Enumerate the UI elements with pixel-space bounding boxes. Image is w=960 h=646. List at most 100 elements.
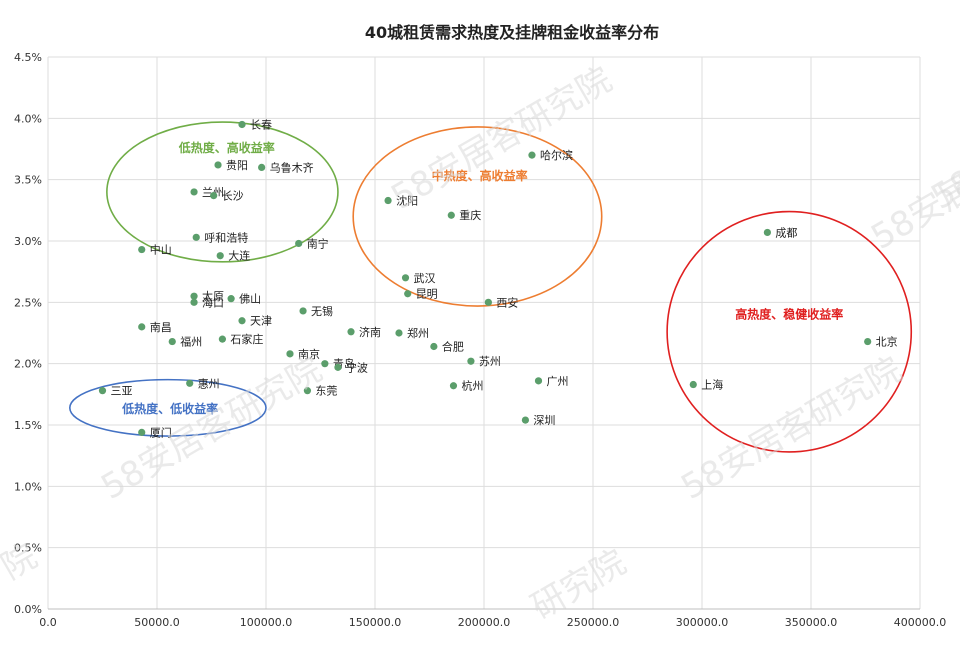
point-label: 福州 [180, 335, 202, 349]
zone-ellipse [106, 121, 339, 263]
zone-ellipse [68, 378, 267, 437]
watermark-text: 研究院 [525, 542, 633, 628]
data-point [299, 307, 307, 315]
zone-label: 高热度、稳健收益率 [735, 307, 843, 322]
point-label: 中山 [150, 244, 172, 257]
y-tick-label: 3.0% [14, 235, 42, 248]
point-label: 宁波 [346, 360, 368, 374]
data-point [395, 329, 403, 337]
point-label: 长沙 [222, 190, 244, 203]
point-label: 无锡 [311, 304, 333, 318]
point-label: 南京 [298, 347, 320, 361]
data-point [401, 274, 410, 282]
zone-label: 低热度、高收益率 [178, 140, 275, 155]
data-point [528, 151, 536, 159]
data-point [430, 342, 438, 351]
x-tick-label: 250000.0 [567, 616, 620, 629]
y-tick-label: 4.0% [14, 112, 42, 125]
point-label: 佛山 [239, 293, 261, 306]
data-point [138, 323, 146, 331]
point-label: 呼和浩特 [204, 230, 248, 244]
x-tick-label: 400000.0 [894, 616, 947, 629]
data-point [218, 335, 226, 343]
point-label: 太原 [202, 290, 224, 303]
data-point [238, 120, 246, 129]
data-point [534, 377, 543, 385]
data-point [227, 295, 235, 303]
point-label: 苏州 [479, 355, 501, 368]
data-point [321, 360, 329, 368]
point-label: 厦门 [150, 425, 172, 439]
point-label: 长春 [250, 118, 272, 131]
y-tick-label: 1.0% [14, 480, 42, 493]
data-point [484, 298, 492, 306]
data-point [763, 228, 772, 237]
data-point [186, 379, 194, 387]
data-point [192, 233, 200, 241]
point-label: 南昌 [150, 321, 172, 334]
point-label: 大连 [228, 249, 250, 263]
zone-ellipse [352, 126, 603, 307]
point-label: 天津 [250, 315, 272, 328]
data-point [138, 245, 146, 254]
point-label: 海口 [202, 295, 224, 309]
point-label: 三亚 [111, 385, 133, 398]
data-point [295, 239, 303, 248]
data-point [864, 337, 872, 346]
watermark-text: 58安居客研究院 [95, 350, 329, 508]
data-point [303, 387, 312, 395]
x-tick-label: 350000.0 [785, 616, 838, 629]
data-point [286, 350, 294, 358]
point-label: 济南 [359, 325, 381, 339]
zone-label: 低热度、低收益率 [121, 401, 218, 416]
x-tick-label: 150000.0 [349, 616, 402, 629]
data-point [138, 428, 146, 436]
point-label: 昆明 [416, 288, 438, 301]
zone-label: 中热度、高收益率 [432, 168, 528, 183]
point-label: 惠州 [198, 376, 220, 390]
data-point [334, 363, 342, 371]
point-label: 武汉 [414, 272, 436, 285]
point-label: 北京 [876, 335, 898, 349]
y-tick-label: 0.0% [14, 603, 42, 616]
point-label: 南宁 [307, 236, 329, 250]
data-point [347, 328, 355, 336]
point-label: 石家庄 [230, 332, 263, 346]
point-label: 东莞 [315, 385, 337, 398]
data-point [689, 380, 697, 389]
y-tick-label: 3.5% [14, 174, 42, 187]
x-tick-label: 0.0 [39, 616, 57, 629]
point-label: 成都 [775, 226, 797, 239]
y-axis-ticks: 0.0% 0.5% 1.0% 1.5% 2.0% 2.5% 3.0% 3.5% 4.0% 4.5% [14, 51, 42, 616]
y-tick-label: 0.5% [14, 542, 42, 555]
x-tick-label: 100000.0 [240, 616, 293, 629]
data-point [467, 357, 475, 365]
data-points: 长春贵阳乌鲁木齐兰州长沙呼和浩特南宁中山大连沈阳重庆哈尔滨武汉昆明西安太原海口佛… [98, 118, 898, 439]
data-point [258, 163, 266, 171]
data-point [521, 416, 530, 424]
x-tick-label: 200000.0 [458, 616, 511, 629]
data-point [98, 387, 107, 395]
data-point [214, 161, 222, 169]
point-label: 深圳 [533, 414, 555, 427]
data-point [449, 382, 458, 390]
point-label: 哈尔滨 [540, 148, 573, 162]
point-label: 西安 [496, 295, 518, 309]
watermark-text: 58安居客研究院 [675, 350, 909, 508]
data-point [447, 211, 455, 219]
x-axis-ticks: 0.0 50000.0 100000.0 150000.0 200000.0 250000… [39, 616, 946, 629]
data-point [384, 196, 392, 205]
point-label: 杭州 [461, 379, 483, 393]
x-tick-label: 300000.0 [676, 616, 729, 629]
zone-ellipse [666, 210, 913, 453]
data-point [190, 188, 198, 196]
point-label: 广州 [547, 375, 569, 388]
y-tick-label: 2.0% [14, 358, 42, 371]
point-label: 郑州 [407, 326, 429, 340]
data-point [190, 298, 198, 306]
data-point [216, 252, 224, 260]
data-point [210, 192, 218, 200]
